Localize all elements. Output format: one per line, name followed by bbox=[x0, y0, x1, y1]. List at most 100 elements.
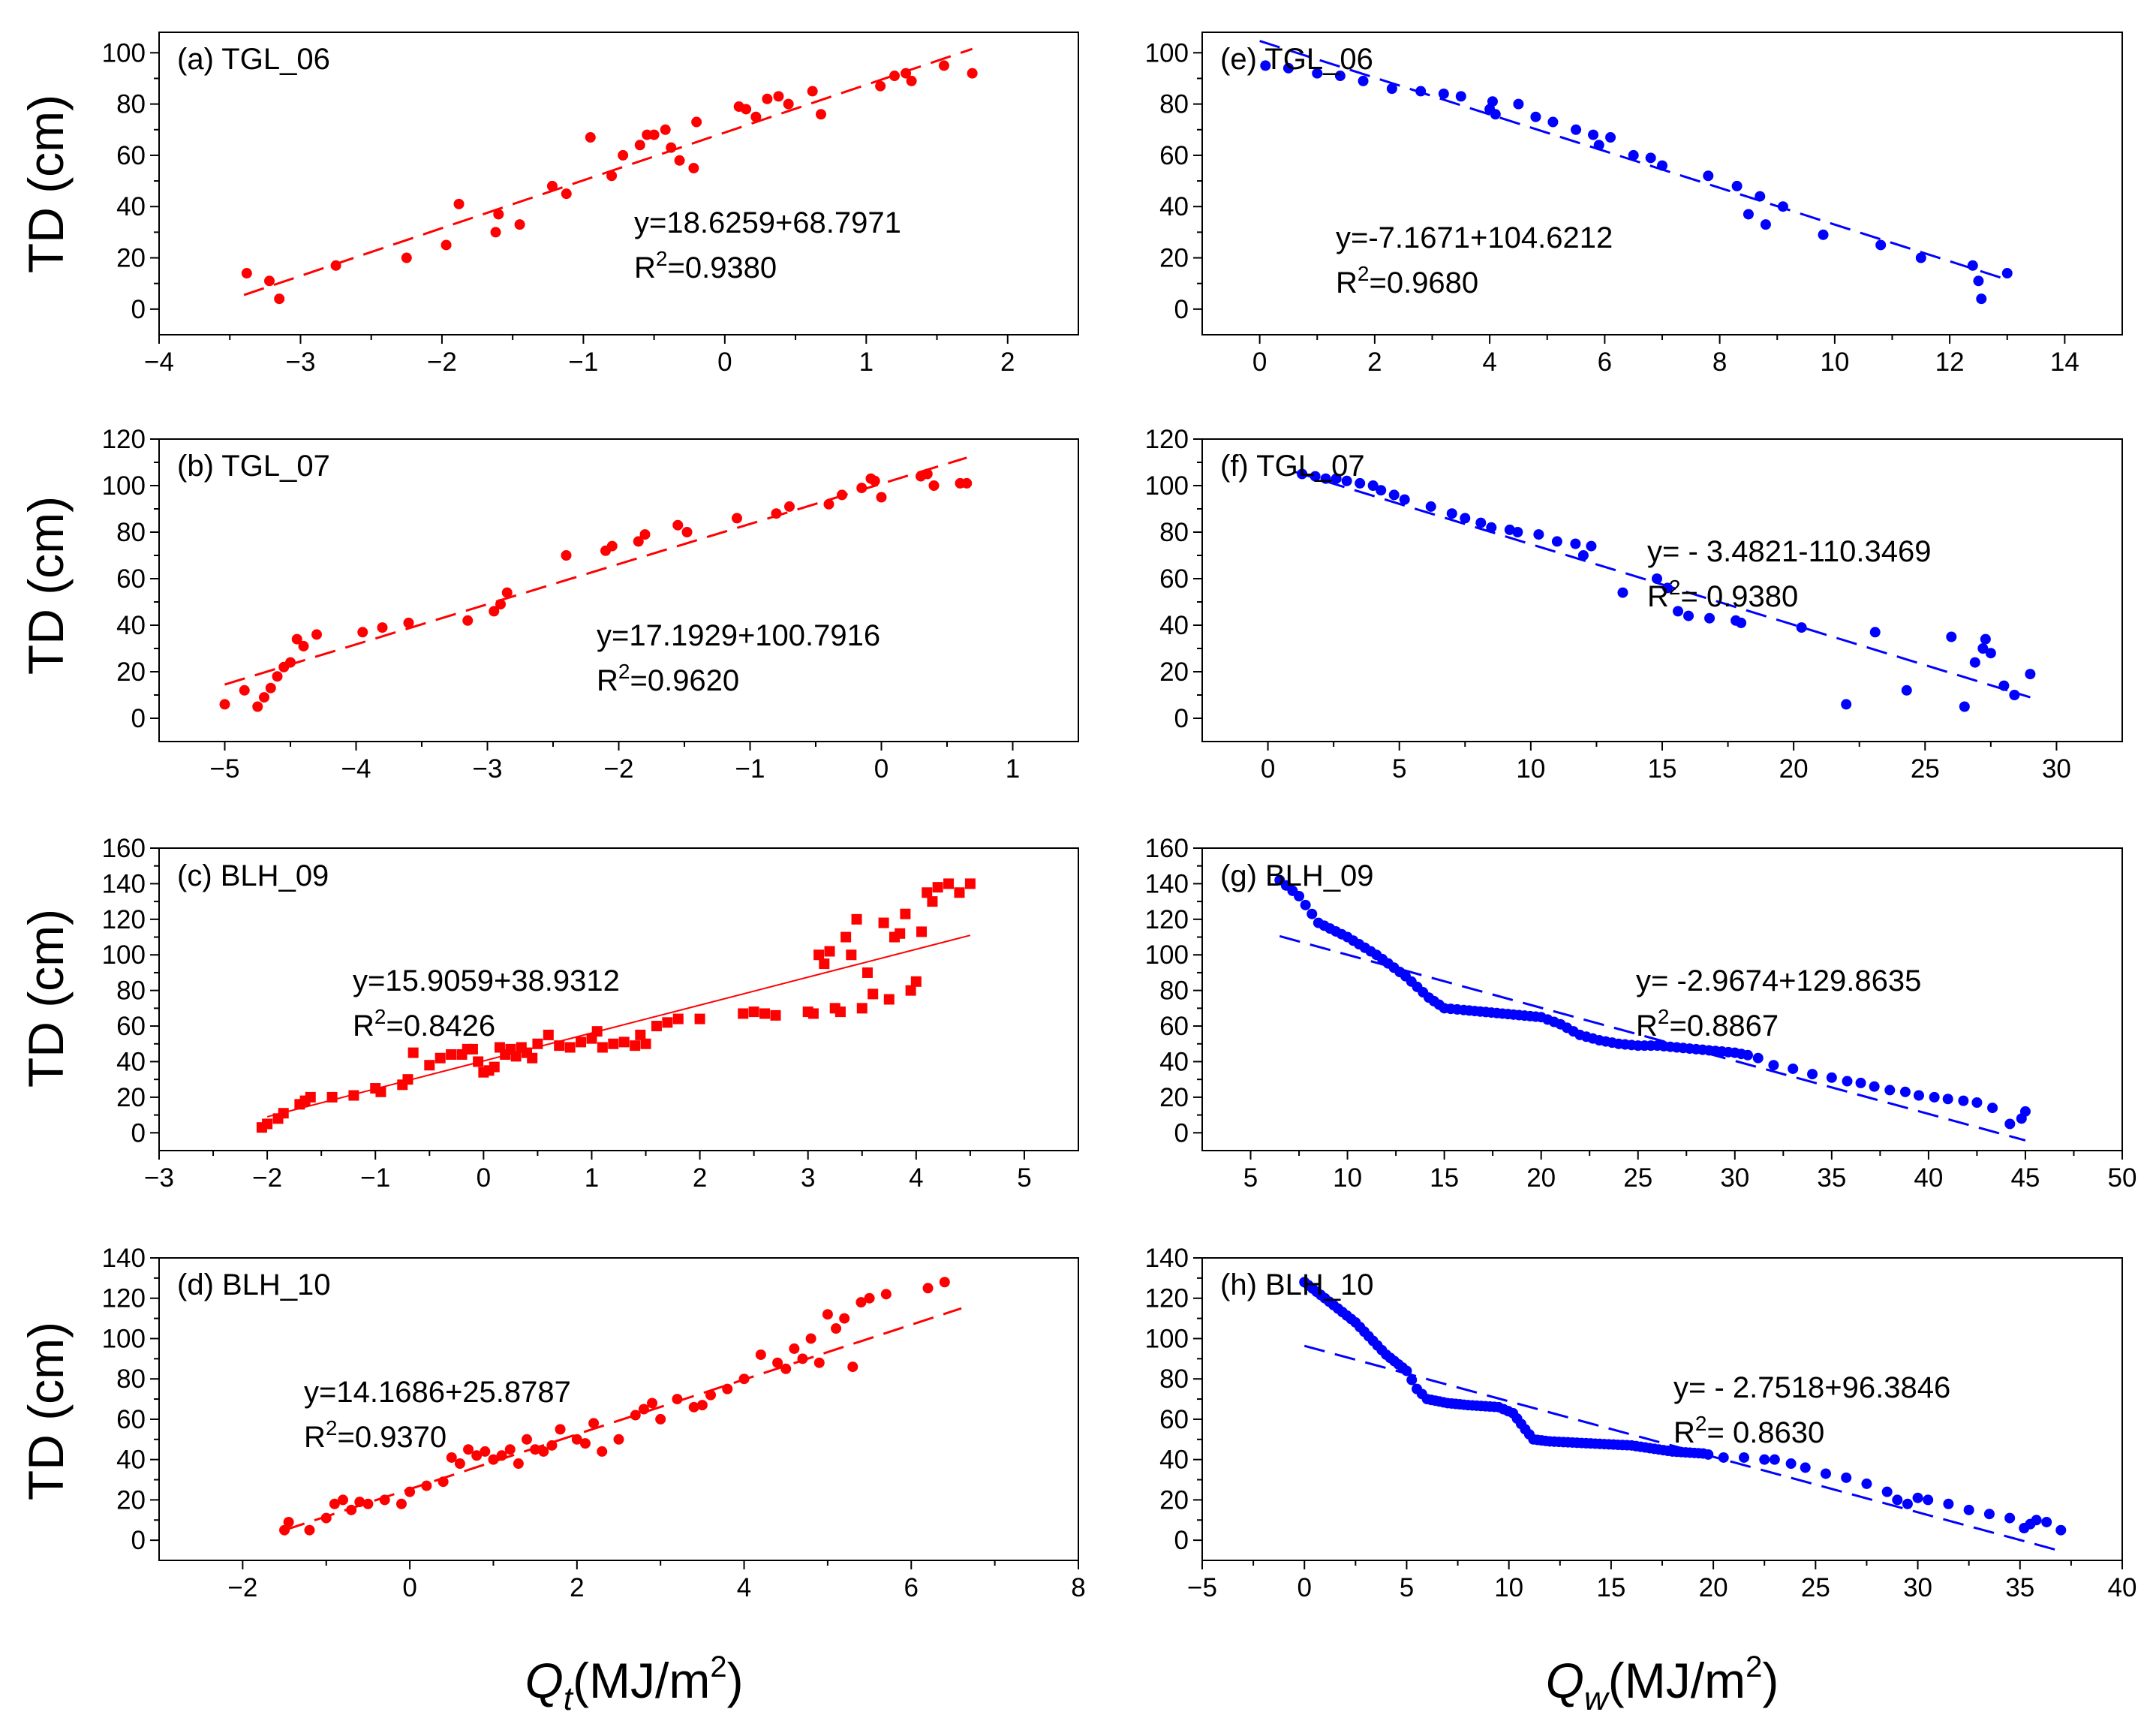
data-point bbox=[1915, 252, 1926, 263]
x-axis-right-symbol: Q bbox=[1546, 1653, 1584, 1708]
data-point bbox=[688, 163, 699, 174]
curve-point bbox=[1307, 908, 1318, 919]
data-point bbox=[771, 508, 782, 519]
data-point bbox=[1923, 1494, 1934, 1506]
y-tick-label: 120 bbox=[1145, 1284, 1189, 1313]
data-point bbox=[780, 1363, 792, 1374]
x-tick-label: 0 bbox=[477, 1163, 491, 1193]
x-tick-label: −3 bbox=[286, 348, 316, 377]
data-point bbox=[348, 1090, 359, 1101]
data-point bbox=[264, 275, 275, 287]
y-tick-label: 80 bbox=[1159, 90, 1189, 119]
data-point bbox=[967, 68, 978, 79]
data-point bbox=[655, 1413, 666, 1425]
data-point bbox=[527, 1052, 538, 1064]
plot-area bbox=[1299, 1277, 2067, 1553]
data-point bbox=[404, 1486, 416, 1497]
data-point bbox=[571, 1434, 582, 1445]
data-point bbox=[305, 1091, 316, 1103]
r-squared-prefix: R bbox=[1636, 1009, 1658, 1043]
y-tick-label: 0 bbox=[1174, 704, 1189, 733]
data-point bbox=[922, 1283, 934, 1294]
data-point bbox=[738, 1008, 749, 1019]
x-tick-label: 12 bbox=[1935, 348, 1965, 377]
y-axis-label-row3: TD (cm) bbox=[18, 909, 74, 1088]
x-tick-label: 15 bbox=[1596, 1573, 1625, 1602]
data-point bbox=[606, 170, 618, 182]
data-point bbox=[1841, 1472, 1852, 1483]
plot-area bbox=[241, 47, 978, 305]
data-point bbox=[1341, 475, 1352, 486]
panel-h: −5 0 5 10 15 20 25 30 35 40 0 20 40 60 80 100 120 140 (h) … bbox=[1145, 1244, 2137, 1602]
x-tick-label: 6 bbox=[904, 1573, 919, 1602]
data-point bbox=[1942, 1094, 1953, 1105]
data-point bbox=[1912, 1492, 1923, 1503]
data-point bbox=[1334, 71, 1346, 82]
y-tick-label: 40 bbox=[116, 1047, 146, 1076]
panel-g: 5 10 15 20 25 30 35 40 45 50 0 20 40 60 80 100 120 140 160… bbox=[1145, 834, 2137, 1193]
data-point bbox=[869, 475, 880, 486]
data-point bbox=[1983, 1509, 1995, 1520]
data-point bbox=[496, 1450, 507, 1461]
data-point bbox=[1884, 1085, 1896, 1096]
data-point bbox=[1738, 1452, 1749, 1463]
data-point bbox=[532, 1038, 543, 1049]
data-point bbox=[329, 1498, 340, 1509]
y-tick-label: 80 bbox=[116, 518, 146, 547]
data-point bbox=[630, 1410, 641, 1421]
data-point bbox=[674, 155, 685, 166]
x-tick-label: 45 bbox=[2010, 1163, 2040, 1193]
data-point bbox=[522, 1434, 532, 1445]
r-squared-superscript: 2 bbox=[1695, 1412, 1707, 1435]
panel-label: (a) TGL_06 bbox=[177, 43, 330, 76]
data-point bbox=[2004, 1118, 2016, 1130]
data-point bbox=[846, 949, 857, 961]
y-tick-label: 40 bbox=[1159, 611, 1189, 640]
data-point bbox=[362, 1498, 374, 1509]
r-squared-prefix: R bbox=[353, 1009, 374, 1043]
x-axis-left-unit: (MJ/m bbox=[573, 1653, 710, 1708]
data-point bbox=[1260, 60, 1271, 71]
plot-area bbox=[219, 456, 973, 712]
r-squared-superscript: 2 bbox=[1658, 1005, 1670, 1028]
x-tick-label: 10 bbox=[1333, 1163, 1362, 1193]
data-point bbox=[291, 633, 302, 645]
data-point bbox=[473, 1056, 484, 1067]
data-point bbox=[1605, 132, 1616, 143]
y-axis-label-row4: TD (cm) bbox=[18, 1322, 74, 1500]
data-point bbox=[932, 882, 943, 893]
data-point bbox=[696, 1400, 708, 1411]
data-point bbox=[883, 994, 895, 1005]
data-point bbox=[762, 93, 773, 104]
data-point bbox=[1869, 1081, 1880, 1092]
data-point bbox=[311, 629, 322, 640]
data-point bbox=[864, 1292, 875, 1304]
fit-equation: y=18.6259+68.7971 bbox=[634, 206, 901, 239]
data-point bbox=[1645, 152, 1656, 164]
plot-area bbox=[1274, 874, 2031, 1142]
curve-point bbox=[1294, 891, 1305, 902]
data-point bbox=[402, 1074, 413, 1085]
data-point bbox=[1901, 684, 1912, 696]
data-point bbox=[875, 80, 886, 92]
panel-c: −3 −2 −1 0 1 2 3 4 5 0 20 40 60 80 100 120 140 160 (c) BLH… bbox=[102, 834, 1079, 1193]
data-point bbox=[1752, 1052, 1764, 1064]
data-point bbox=[1547, 116, 1559, 128]
r-squared-value: = 0.8630 bbox=[1706, 1416, 1824, 1449]
y-tick-label: 20 bbox=[116, 657, 146, 687]
y-tick-label: 20 bbox=[116, 244, 146, 273]
data-point bbox=[489, 1061, 500, 1073]
data-point bbox=[597, 1042, 608, 1053]
y-tick-label: 120 bbox=[1145, 905, 1189, 934]
data-point bbox=[407, 1047, 419, 1058]
x-tick-label: −5 bbox=[210, 754, 240, 784]
data-point bbox=[2041, 1516, 2052, 1527]
x-tick-label: 4 bbox=[1482, 348, 1496, 377]
x-tick-label: 10 bbox=[1494, 1573, 1523, 1602]
data-point bbox=[639, 529, 651, 540]
data-point bbox=[784, 501, 795, 512]
data-point bbox=[1892, 1494, 1903, 1506]
x-tick-label: 0 bbox=[717, 348, 732, 377]
data-point bbox=[1530, 111, 1541, 122]
